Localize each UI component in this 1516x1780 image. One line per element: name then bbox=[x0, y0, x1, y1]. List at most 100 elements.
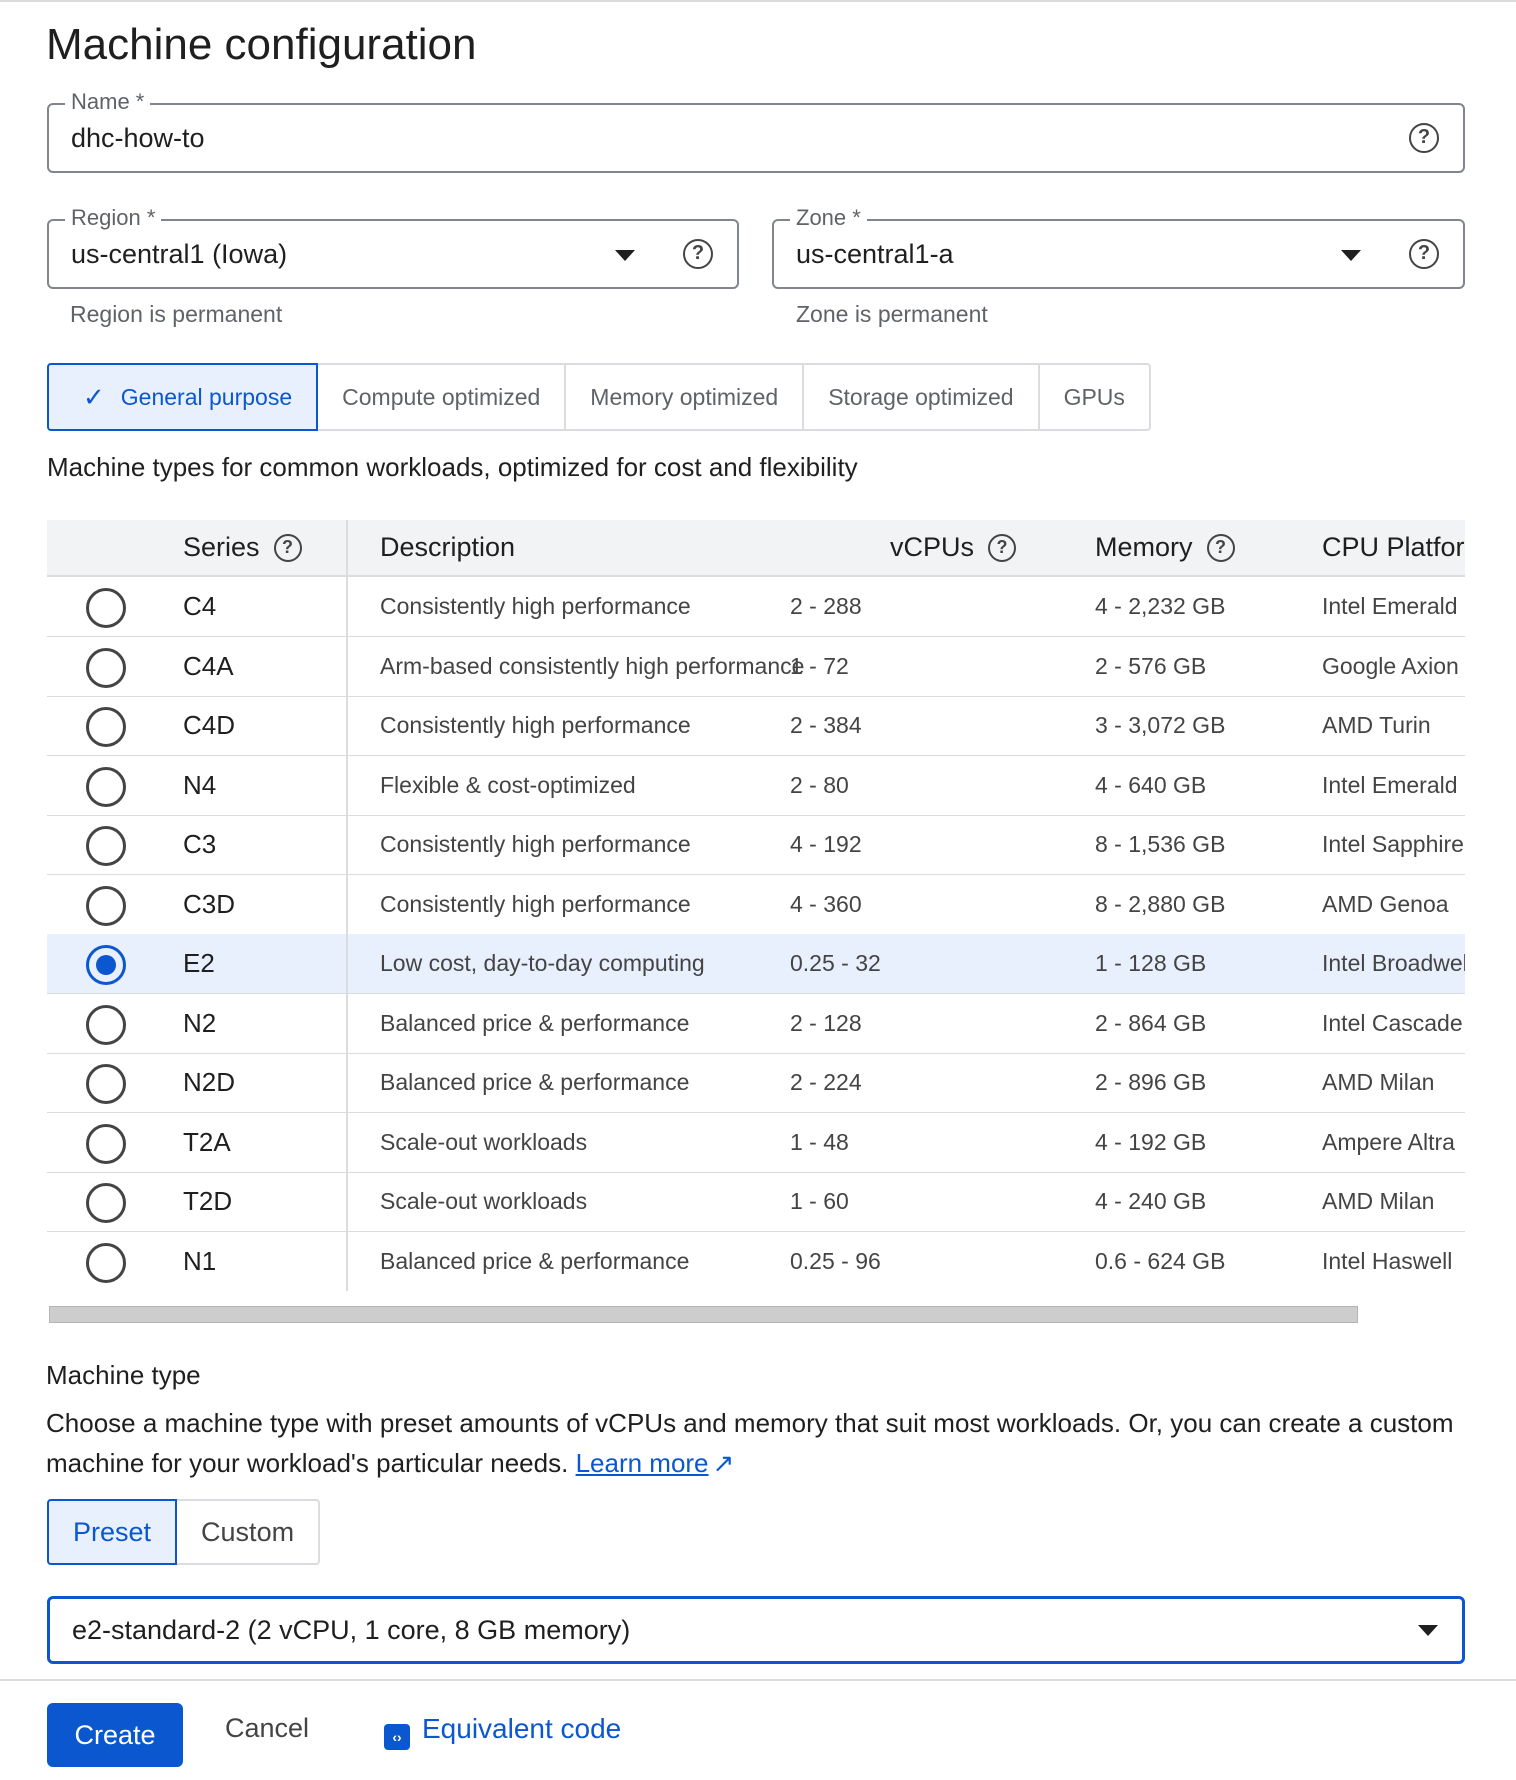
header-series: Series? bbox=[183, 520, 302, 575]
series-cell: C3 bbox=[183, 829, 217, 859]
memory-cell: 2 - 864 GB bbox=[1095, 1009, 1207, 1036]
tab-memory-optimized[interactable]: Memory optimized bbox=[566, 365, 805, 429]
tab-storage-optimized[interactable]: Storage optimized bbox=[804, 365, 1040, 429]
vcpus-cell: 0.25 - 96 bbox=[790, 1247, 881, 1274]
series-cell: C4 bbox=[183, 591, 217, 621]
page-title: Machine configuration bbox=[46, 20, 477, 69]
header-label: Series bbox=[183, 532, 260, 562]
region-select[interactable]: Region * us-central1 (Iowa) ? bbox=[47, 205, 739, 289]
region-hint: Region is permanent bbox=[70, 301, 283, 327]
description-cell: Balanced price & performance bbox=[380, 1009, 690, 1036]
machine-type-heading: Machine type bbox=[46, 1360, 201, 1390]
vcpus-cell: 2 - 288 bbox=[790, 593, 862, 619]
zone-select[interactable]: Zone * us-central1-a ? bbox=[772, 205, 1465, 289]
tab-description: Machine types for common workloads, opti… bbox=[47, 452, 858, 482]
help-icon[interactable]: ? bbox=[988, 533, 1017, 562]
help-icon[interactable]: ? bbox=[683, 239, 713, 269]
description-cell: Scale-out workloads bbox=[380, 1128, 588, 1155]
help-icon[interactable]: ? bbox=[1409, 239, 1439, 269]
radio-button[interactable] bbox=[86, 707, 126, 747]
header-description: Description bbox=[380, 532, 516, 562]
series-cell: N2D bbox=[183, 1067, 236, 1097]
table-row[interactable]: C4 Consistently high performance 2 - 288 4 … bbox=[47, 577, 1465, 637]
cpu-platform-cell: AMD Turin bbox=[1322, 712, 1431, 738]
machine-type-mode: Preset Custom bbox=[47, 1499, 321, 1565]
name-value[interactable]: dhc-how-to bbox=[71, 123, 205, 153]
table-row[interactable]: C3D Consistently high performance 4 - 360 8… bbox=[47, 875, 1465, 935]
preset-button[interactable]: Preset bbox=[47, 1499, 178, 1565]
series-cell: C4A bbox=[183, 650, 234, 681]
header-vcpus: vCPUs? bbox=[890, 520, 1017, 575]
name-field[interactable]: Name * dhc-how-to ? bbox=[47, 89, 1465, 173]
description-cell: Low cost, day-to-day computing bbox=[380, 950, 705, 976]
tab-general-purpose[interactable]: ✓ General purpose bbox=[47, 363, 319, 431]
cpu-platform-cell: AMD Genoa bbox=[1322, 890, 1449, 917]
description-cell: Consistently high performance bbox=[380, 890, 691, 917]
tab-compute-optimized[interactable]: Compute optimized bbox=[318, 365, 567, 429]
vcpus-cell: 2 - 128 bbox=[790, 1009, 862, 1036]
radio-button[interactable] bbox=[86, 945, 126, 985]
table-row[interactable]: C3 Consistently high performance 4 - 192 8 … bbox=[47, 815, 1465, 875]
tab-gpus[interactable]: GPUs bbox=[1063, 383, 1125, 410]
vcpus-cell: 2 - 384 bbox=[790, 712, 862, 738]
radio-button[interactable] bbox=[86, 1242, 126, 1283]
check-icon: ✓ bbox=[83, 381, 105, 412]
series-cell: E2 bbox=[183, 948, 215, 978]
radio-button[interactable] bbox=[86, 826, 126, 866]
series-cell: T2A bbox=[183, 1126, 231, 1157]
table-row[interactable]: E2 Low cost, day-to-day computing 0.25 - 3… bbox=[47, 934, 1465, 994]
memory-cell: 8 - 1,536 GB bbox=[1095, 831, 1226, 857]
description-cell: Balanced price & performance bbox=[380, 1247, 690, 1274]
column-divider bbox=[346, 520, 348, 1291]
radio-button[interactable] bbox=[86, 1004, 126, 1045]
table-row[interactable]: N2 Balanced price & performance 2 - 128 2 -… bbox=[47, 994, 1465, 1054]
table-row[interactable]: T2D Scale-out workloads 1 - 60 4 - 240 GB AM… bbox=[47, 1172, 1465, 1232]
table-row[interactable]: C4A Arm-based consistently high performan… bbox=[47, 637, 1465, 697]
radio-button[interactable] bbox=[86, 766, 126, 807]
cpu-platform-cell: Intel Emerald Rapids bbox=[1322, 771, 1465, 798]
radio-button[interactable] bbox=[86, 1064, 126, 1104]
horizontal-scrollbar[interactable] bbox=[49, 1306, 1358, 1323]
table-row[interactable]: T2A Scale-out workloads 1 - 48 4 - 192 GB Am… bbox=[47, 1113, 1465, 1173]
zone-value: us-central1-a bbox=[796, 239, 954, 269]
vcpus-cell: 1 - 60 bbox=[790, 1188, 849, 1214]
help-icon[interactable]: ? bbox=[273, 533, 302, 562]
memory-cell: 8 - 2,880 GB bbox=[1095, 890, 1226, 917]
radio-button[interactable] bbox=[86, 1183, 126, 1223]
vcpus-cell: 2 - 80 bbox=[790, 771, 849, 798]
create-button[interactable]: Create bbox=[47, 1703, 183, 1767]
memory-cell: 4 - 240 GB bbox=[1095, 1188, 1207, 1214]
chevron-down-icon bbox=[1418, 1625, 1438, 1636]
radio-button[interactable] bbox=[86, 885, 126, 926]
table-row[interactable]: N4 Flexible & cost-optimized 2 - 80 4 - 640… bbox=[47, 756, 1465, 816]
table-row[interactable]: N2D Balanced price & performance 2 - 224 2 … bbox=[47, 1053, 1465, 1113]
description-cell: Balanced price & performance bbox=[380, 1069, 690, 1095]
series-cell: N2 bbox=[183, 1007, 217, 1038]
custom-button[interactable]: Custom bbox=[201, 1516, 295, 1547]
description-cell: Arm-based consistently high performance bbox=[380, 652, 805, 679]
series-cell: C3D bbox=[183, 888, 236, 919]
description-text: Choose a machine type with preset amount… bbox=[46, 1408, 1454, 1478]
description-cell: Consistently high performance bbox=[380, 831, 691, 857]
header-cpu-platform: CPU Platform bbox=[1322, 532, 1465, 562]
chevron-down-icon bbox=[615, 250, 635, 261]
equivalent-code-button[interactable]: Equivalent code bbox=[422, 1713, 622, 1744]
radio-button[interactable] bbox=[86, 588, 126, 628]
table-row[interactable]: N1 Balanced price & performance 0.25 - 96 0… bbox=[47, 1232, 1465, 1291]
vcpus-cell: 0.25 - 32 bbox=[790, 950, 881, 976]
learn-more-link[interactable]: Learn more bbox=[575, 1448, 709, 1478]
radio-button[interactable] bbox=[86, 1123, 126, 1164]
cpu-platform-cell: Ampere Altra bbox=[1322, 1128, 1455, 1155]
description-cell: Scale-out workloads bbox=[380, 1188, 588, 1214]
cpu-platform-cell: AMD Milan bbox=[1322, 1188, 1435, 1214]
machine-type-value: e2-standard-2 (2 vCPU, 1 core, 8 GB memo… bbox=[72, 1615, 631, 1645]
external-link-icon: ↗ bbox=[712, 1448, 735, 1478]
radio-button[interactable] bbox=[86, 647, 126, 688]
machine-type-select[interactable]: e2-standard-2 (2 vCPU, 1 core, 8 GB memo… bbox=[47, 1596, 1465, 1664]
vcpus-cell: 2 - 224 bbox=[790, 1069, 862, 1095]
cancel-button[interactable]: Cancel bbox=[225, 1713, 310, 1743]
help-icon[interactable]: ? bbox=[1206, 533, 1235, 562]
table-row[interactable]: C4D Consistently high performance 2 - 384 3… bbox=[47, 696, 1465, 756]
help-icon[interactable]: ? bbox=[1409, 123, 1439, 153]
vcpus-cell: 4 - 192 bbox=[790, 831, 862, 857]
